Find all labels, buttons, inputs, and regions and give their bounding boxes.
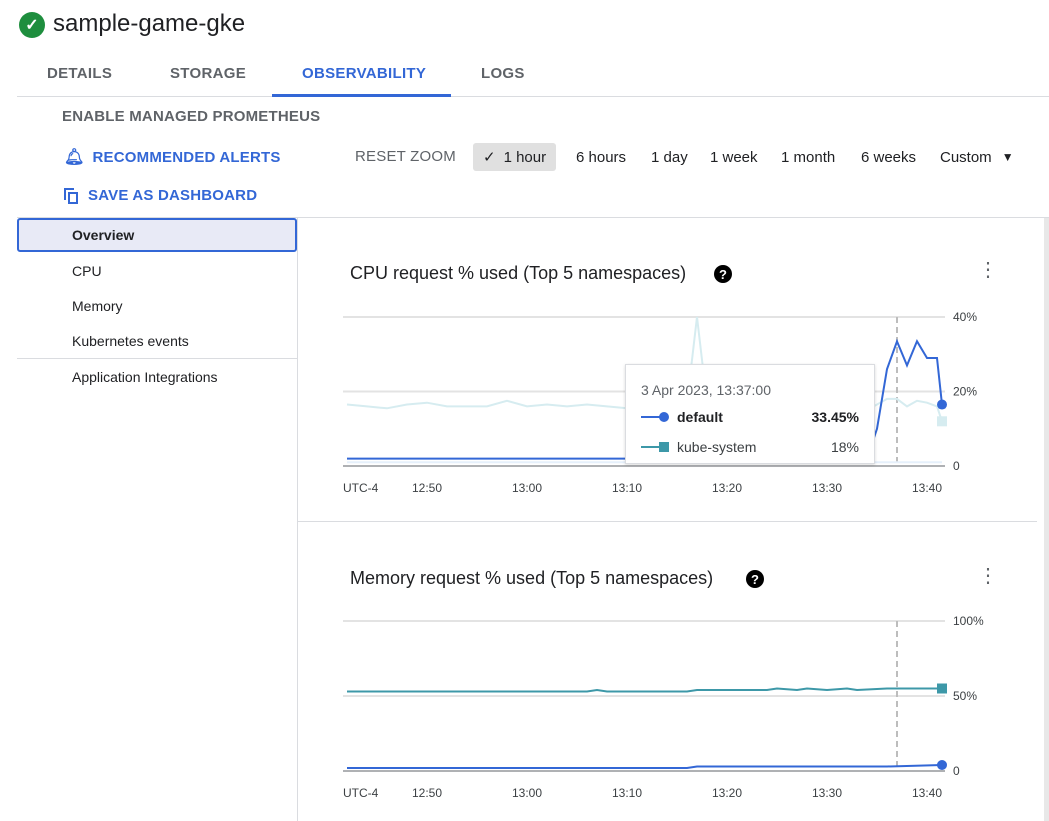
tooltip-series-value: 18% <box>830 439 859 455</box>
copy-icon <box>64 187 78 204</box>
tooltip-series-name: default <box>677 409 723 425</box>
active-tab-indicator <box>272 94 451 97</box>
help-icon[interactable]: ? <box>714 265 732 283</box>
x-tick-label: 13:10 <box>612 786 642 800</box>
tooltip-row-kube-system: kube-system 18% <box>641 439 859 455</box>
section-divider <box>17 217 1049 218</box>
dropdown-arrow-icon: ▼ <box>1001 150 1014 164</box>
x-tick-label: 13:20 <box>712 481 742 495</box>
range-1-month[interactable]: 1 month <box>781 148 836 166</box>
healthy-check-icon: ✓ <box>19 12 45 38</box>
range-label: 1 hour <box>503 148 547 166</box>
recommended-alerts-label: RECOMMENDED ALERTS <box>92 148 281 166</box>
sidebar-item-cpu[interactable]: CPU <box>72 263 102 279</box>
sidebar-item-application-integrations[interactable]: Application Integrations <box>72 369 218 385</box>
y-tick-label: 0 <box>953 764 960 778</box>
x-tick-label: 13:40 <box>912 786 942 800</box>
sidebar-divider <box>17 358 297 359</box>
tooltip-series-value: 33.45% <box>811 409 859 425</box>
x-tick-label: 13:30 <box>812 786 842 800</box>
y-tick-label: 20% <box>953 385 977 399</box>
memory-chart-title: Memory request % used (Top 5 namespaces) <box>350 568 714 588</box>
y-tick-label: 0 <box>953 459 960 473</box>
check-icon: ✓ <box>483 149 496 166</box>
chart-divider <box>298 521 1037 522</box>
tooltip-time: 3 Apr 2023, 13:37:00 <box>641 382 771 398</box>
tab-observability[interactable]: OBSERVABILITY <box>302 65 427 82</box>
range-label: Custom <box>940 148 992 166</box>
reset-zoom-button[interactable]: RESET ZOOM <box>355 148 456 165</box>
save-dashboard-button[interactable]: SAVE AS DASHBOARD <box>64 187 257 204</box>
tab-details[interactable]: DETAILS <box>47 65 113 82</box>
x-tick-label: 13:40 <box>912 481 942 495</box>
panel-divider <box>297 218 298 821</box>
square-marker-icon <box>641 442 671 452</box>
range-1-day[interactable]: 1 day <box>651 148 688 166</box>
tooltip-row-default: default 33.45% <box>641 409 859 425</box>
help-icon[interactable]: ? <box>746 570 764 588</box>
series-end-marker <box>937 416 947 427</box>
series-end-marker <box>937 760 947 770</box>
sidebar-item-overview[interactable]: Overview <box>17 218 297 252</box>
cpu-chart-title: CPU request % used (Top 5 namespaces) <box>350 263 687 283</box>
tab-logs[interactable]: LOGS <box>481 65 525 82</box>
tab-divider <box>17 96 1049 97</box>
range-6-hours[interactable]: 6 hours <box>576 148 627 166</box>
sidebar-item-memory[interactable]: Memory <box>72 298 123 314</box>
tab-storage[interactable]: STORAGE <box>170 65 247 82</box>
series-line-default[interactable] <box>347 764 943 769</box>
y-tick-label: 40% <box>953 310 977 324</box>
chart-tooltip: 3 Apr 2023, 13:37:00 default 33.45% kube… <box>625 364 875 464</box>
tooltip-series-name: kube-system <box>677 439 757 455</box>
range-1-hour[interactable]: ✓ 1 hour <box>473 143 557 171</box>
x-tick-label: UTC-4 <box>343 786 379 800</box>
series-line-kube-system[interactable] <box>346 316 943 422</box>
x-tick-label: 13:20 <box>712 786 742 800</box>
x-tick-label: 12:50 <box>412 481 442 495</box>
x-tick-label: 13:30 <box>812 481 842 495</box>
circle-marker-icon <box>641 412 671 422</box>
x-tick-label: 12:50 <box>412 786 442 800</box>
scrollbar[interactable] <box>1044 218 1049 821</box>
range-6-weeks[interactable]: 6 weeks <box>861 148 917 166</box>
enable-prometheus-button[interactable]: ENABLE MANAGED PROMETHEUS <box>62 108 321 125</box>
x-tick-label: UTC-4 <box>343 481 379 495</box>
page-title: sample-game-gke <box>53 10 246 37</box>
recommended-alerts-button[interactable]: 🔔︎ RECOMMENDED ALERTS <box>64 147 281 167</box>
series-end-marker <box>937 399 947 410</box>
range-custom[interactable]: Custom ▼ <box>930 143 1024 171</box>
range-1-week[interactable]: 1 week <box>710 148 758 166</box>
x-tick-label: 13:00 <box>512 786 542 800</box>
x-tick-label: 13:10 <box>612 481 642 495</box>
series-line-kube-system[interactable] <box>347 687 942 693</box>
save-dashboard-label: SAVE AS DASHBOARD <box>88 187 258 204</box>
series-end-marker <box>937 683 947 694</box>
bell-plus-icon: 🔔︎ <box>64 149 85 166</box>
y-tick-label: 50% <box>953 689 977 703</box>
sidebar-item-kubernetes-events[interactable]: Kubernetes events <box>72 333 189 349</box>
x-tick-label: 13:00 <box>512 481 542 495</box>
y-tick-label: 100% <box>953 614 984 628</box>
